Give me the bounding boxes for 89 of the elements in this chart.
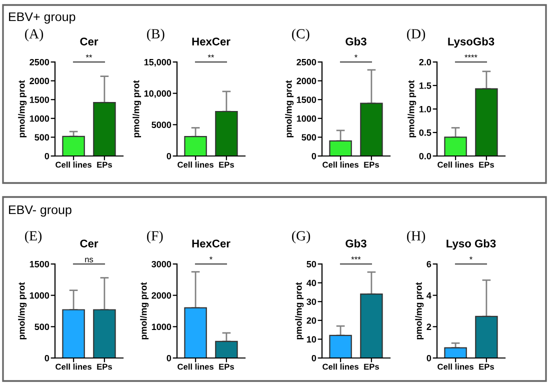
chart-title: HexCer (192, 240, 230, 248)
x-tick-label: Cell lines (322, 162, 358, 168)
y-axis-title: pmol/mg prot (295, 282, 304, 340)
text: (C) (292, 28, 310, 42)
chart-title: LysoGb3 (448, 37, 494, 48)
y-tick-label: 1000 (152, 324, 172, 330)
y-tick-label: 1500 (30, 260, 50, 268)
y-tick-label: 30 (306, 298, 316, 305)
y-tick-label: 1.5 (419, 82, 432, 89)
y-tick-label: 1.0 (419, 106, 432, 112)
y-axis-title: pmol/mg prot (18, 282, 27, 340)
y-tick-label: 500 (34, 324, 50, 330)
text: ** (86, 54, 92, 58)
y-tick-label: 2000 (296, 78, 316, 84)
y-tick-label: 1000 (30, 115, 50, 122)
y-tick-label: 500 (302, 134, 316, 141)
y-tick-label: 500 (34, 134, 50, 141)
text: * (354, 54, 358, 58)
text: (D) (407, 28, 426, 42)
text: * (210, 256, 212, 260)
x-tick-label: EPs (219, 162, 234, 168)
x-tick-label: Cell lines (322, 364, 358, 370)
x-tick-label: EPs (479, 364, 494, 370)
x-tick-label: EPs (364, 364, 379, 370)
y-tick-label: 1500 (30, 96, 50, 103)
y-tick-label: 2500 (30, 58, 50, 66)
y-axis-title: pmol/mg prot (140, 282, 149, 340)
text: ns (85, 258, 94, 262)
x-tick-label: Cell lines (178, 162, 214, 168)
text: *** (351, 256, 361, 260)
y-tick-label: 50 (306, 260, 316, 268)
y-axis-title: pmol/mg prot (18, 80, 27, 138)
y-tick-label: 3000 (152, 260, 172, 268)
x-tick-label: EPs (479, 162, 494, 168)
text: (E) (25, 230, 42, 244)
y-tick-label: 0 (166, 354, 172, 362)
y-tick-label: 1000 (296, 115, 316, 122)
y-tick-label: 1500 (296, 96, 316, 103)
y-tick-label: 6 (426, 260, 432, 268)
y-axis-title: pmol/mg prot (415, 282, 424, 340)
chart-title: HexCer (192, 38, 230, 46)
y-tick-label: 0 (44, 354, 50, 362)
chart-title: Lyso Gb3 (446, 239, 496, 250)
x-tick-label: Cell lines (438, 162, 474, 168)
text: EBV+ group (9, 12, 76, 24)
y-tick-label: 40 (306, 280, 316, 286)
y-tick-label: 2.0 (419, 58, 432, 66)
y-tick-label: 4 (426, 292, 432, 299)
text: ** (208, 54, 214, 58)
x-tick-label: EPs (97, 364, 112, 370)
text: EBV- group (9, 205, 72, 217)
chart-title: Cer (80, 240, 98, 248)
y-axis-title: pmol/mg prot (285, 80, 294, 138)
y-tick-label: 0 (44, 152, 50, 160)
y-axis-title: pmol/mg prot (408, 80, 416, 138)
y-tick-label: 0 (426, 354, 432, 362)
text: (F) (147, 230, 163, 244)
y-tick-label: 1000 (30, 292, 50, 299)
text: (A) (25, 28, 44, 42)
chart-title: Cer (80, 38, 98, 46)
y-tick-label: 20 (306, 317, 316, 324)
chart-title: Gb3 (346, 37, 366, 46)
text: * (470, 256, 472, 260)
chart-title: Gb3 (346, 239, 366, 248)
y-tick-label: 0 (312, 354, 316, 362)
y-tick-label: 10 (306, 336, 316, 343)
y-tick-label: 5000 (152, 122, 172, 128)
y-tick-label: 0 (312, 152, 316, 160)
x-tick-label: EPs (97, 162, 112, 168)
y-tick-label: 0.0 (419, 152, 432, 160)
y-tick-label: 2 (426, 324, 432, 330)
text: **** (464, 54, 478, 58)
x-tick-label: Cell lines (438, 364, 474, 370)
y-tick-label: 0.5 (419, 129, 432, 136)
y-tick-label: 15,000 (144, 58, 172, 67)
y-tick-label: 2000 (30, 78, 50, 84)
text: (B) (147, 28, 164, 42)
x-tick-label: Cell lines (178, 364, 214, 370)
x-tick-label: EPs (219, 364, 234, 370)
text: (H) (407, 230, 426, 244)
y-tick-label: 2000 (152, 292, 172, 299)
y-tick-label: 0 (166, 152, 172, 160)
x-tick-label: Cell lines (56, 162, 92, 168)
y-axis-title: pmol/mg prot (132, 80, 142, 138)
x-tick-label: EPs (364, 162, 379, 168)
y-tick-label: 10,000 (144, 90, 172, 98)
x-tick-label: Cell lines (56, 364, 92, 370)
y-tick-label: 2500 (296, 58, 316, 66)
text: (G) (292, 230, 310, 244)
